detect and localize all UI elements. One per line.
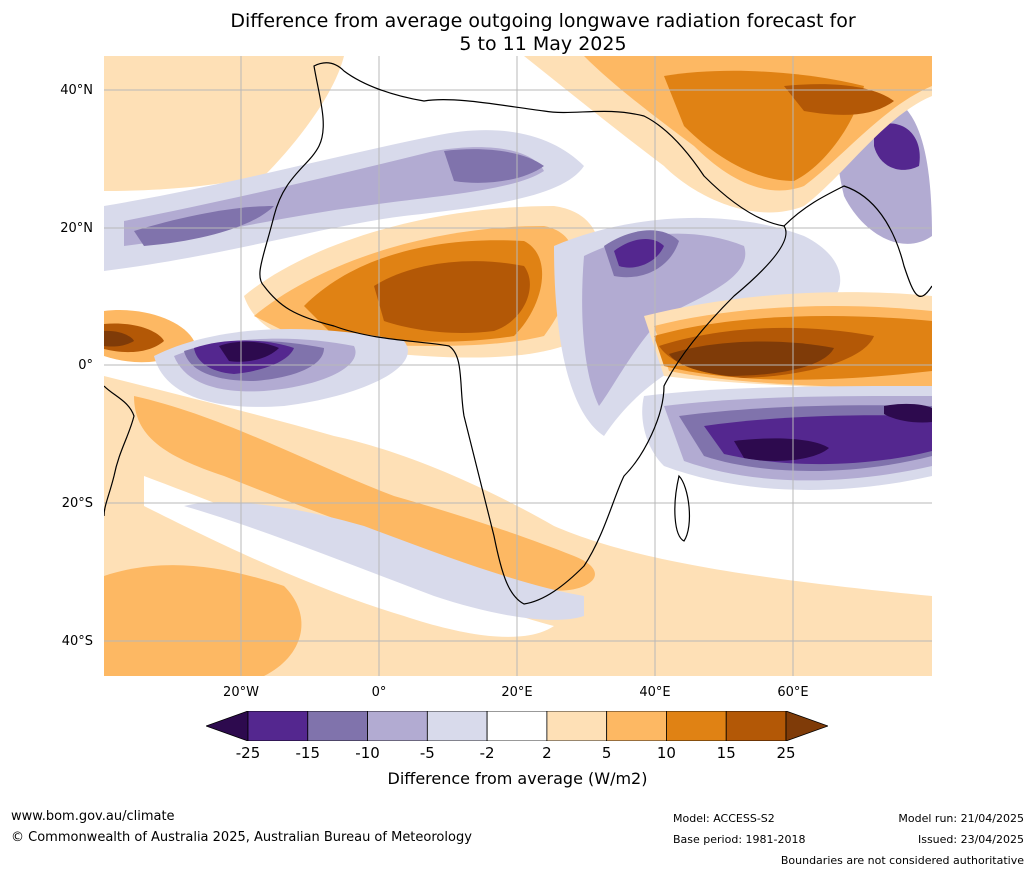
lat-label-40s: 40°S — [61, 634, 93, 649]
colorbar-tick-label: -5 — [419, 744, 435, 762]
south-indian-purple-core — [734, 438, 829, 461]
mideast-darker-orange — [784, 84, 894, 115]
model-text: Model: ACCESS-S2 — [673, 812, 775, 825]
lat-label-20n: 20°N — [60, 221, 93, 236]
issued-text: Issued: 23/04/2025 — [917, 833, 1024, 846]
colorbar-segment — [307, 711, 368, 741]
colorbar-tick-label: -2 — [479, 744, 495, 762]
copyright-text: © Commonwealth of Australia 2025, Austra… — [11, 830, 472, 845]
colorbar-segment-highest — [785, 711, 828, 741]
south-indian-purple-dark — [704, 415, 932, 465]
colorbar-segment — [426, 711, 488, 741]
colorbar-tick-label: 10 — [656, 744, 676, 762]
colorbar-segment — [486, 711, 548, 741]
colorbar-tick-label: -10 — [355, 744, 380, 762]
arabia-purple-core — [874, 123, 920, 170]
southern-africa-orange — [134, 396, 595, 591]
colorbar-tick-label: 2 — [542, 744, 552, 762]
lat-label-20s: 20°S — [61, 496, 93, 511]
colorbar-tick-label: 5 — [601, 744, 612, 762]
disclaimer-text: Boundaries are not considered authoritat… — [780, 854, 1024, 867]
title-line-1: Difference from average outgoing longwav… — [230, 10, 856, 32]
lon-label-0: 0° — [371, 685, 387, 700]
lon-label-20w: 20°W — [223, 685, 259, 700]
olr-anomaly-map — [104, 56, 932, 676]
south-purple-pale — [184, 502, 584, 620]
colorbar-tick-label: -15 — [295, 744, 321, 762]
lat-label-40n: 40°N — [60, 83, 93, 98]
colorbar-tick-label: 15 — [716, 744, 736, 762]
sahara-purple-core — [444, 149, 544, 183]
sahel-darker-orange — [374, 261, 530, 333]
lon-label-40e: 40°E — [639, 685, 671, 700]
sudan-purple-dark — [614, 239, 664, 268]
colorbar-segment — [247, 711, 309, 741]
colorbar-segment-lowest — [206, 711, 249, 741]
north-purple-band-core — [134, 206, 274, 246]
colorbar-segment — [666, 711, 727, 741]
south-indian-purple-core-east — [884, 403, 932, 423]
model-run-text: Model run: 21/04/2025 — [898, 812, 1024, 825]
lat-label-equator: 0° — [78, 358, 93, 373]
coastlines — [104, 62, 932, 605]
colorbar — [206, 711, 828, 741]
south-atlantic-light-orange — [104, 376, 932, 676]
colorbar-tick-label: 25 — [776, 744, 796, 762]
website-link[interactable]: www.bom.gov.au/climate — [11, 809, 175, 824]
base-period-text: Base period: 1981-2018 — [673, 833, 806, 846]
colorbar-segment — [606, 711, 667, 741]
south-atlantic-orange — [104, 565, 302, 676]
colorbar-segment — [546, 711, 608, 741]
lon-label-60e: 60°E — [777, 685, 809, 700]
title-line-2: 5 to 11 May 2025 — [459, 33, 627, 55]
colorbar-tick-label: -25 — [235, 744, 261, 762]
colorbar-segment — [367, 711, 428, 741]
chart-title: Difference from average outgoing longwav… — [0, 10, 1035, 56]
lon-label-20e: 20°E — [501, 685, 533, 700]
atlantic-brown-west — [104, 330, 134, 347]
colorbar-segment — [725, 711, 787, 741]
map-panel[interactable] — [104, 56, 932, 676]
graticule — [104, 56, 932, 676]
gulf-purple-core — [219, 341, 279, 362]
colorbar-label: Difference from average (W/m2) — [387, 769, 648, 788]
